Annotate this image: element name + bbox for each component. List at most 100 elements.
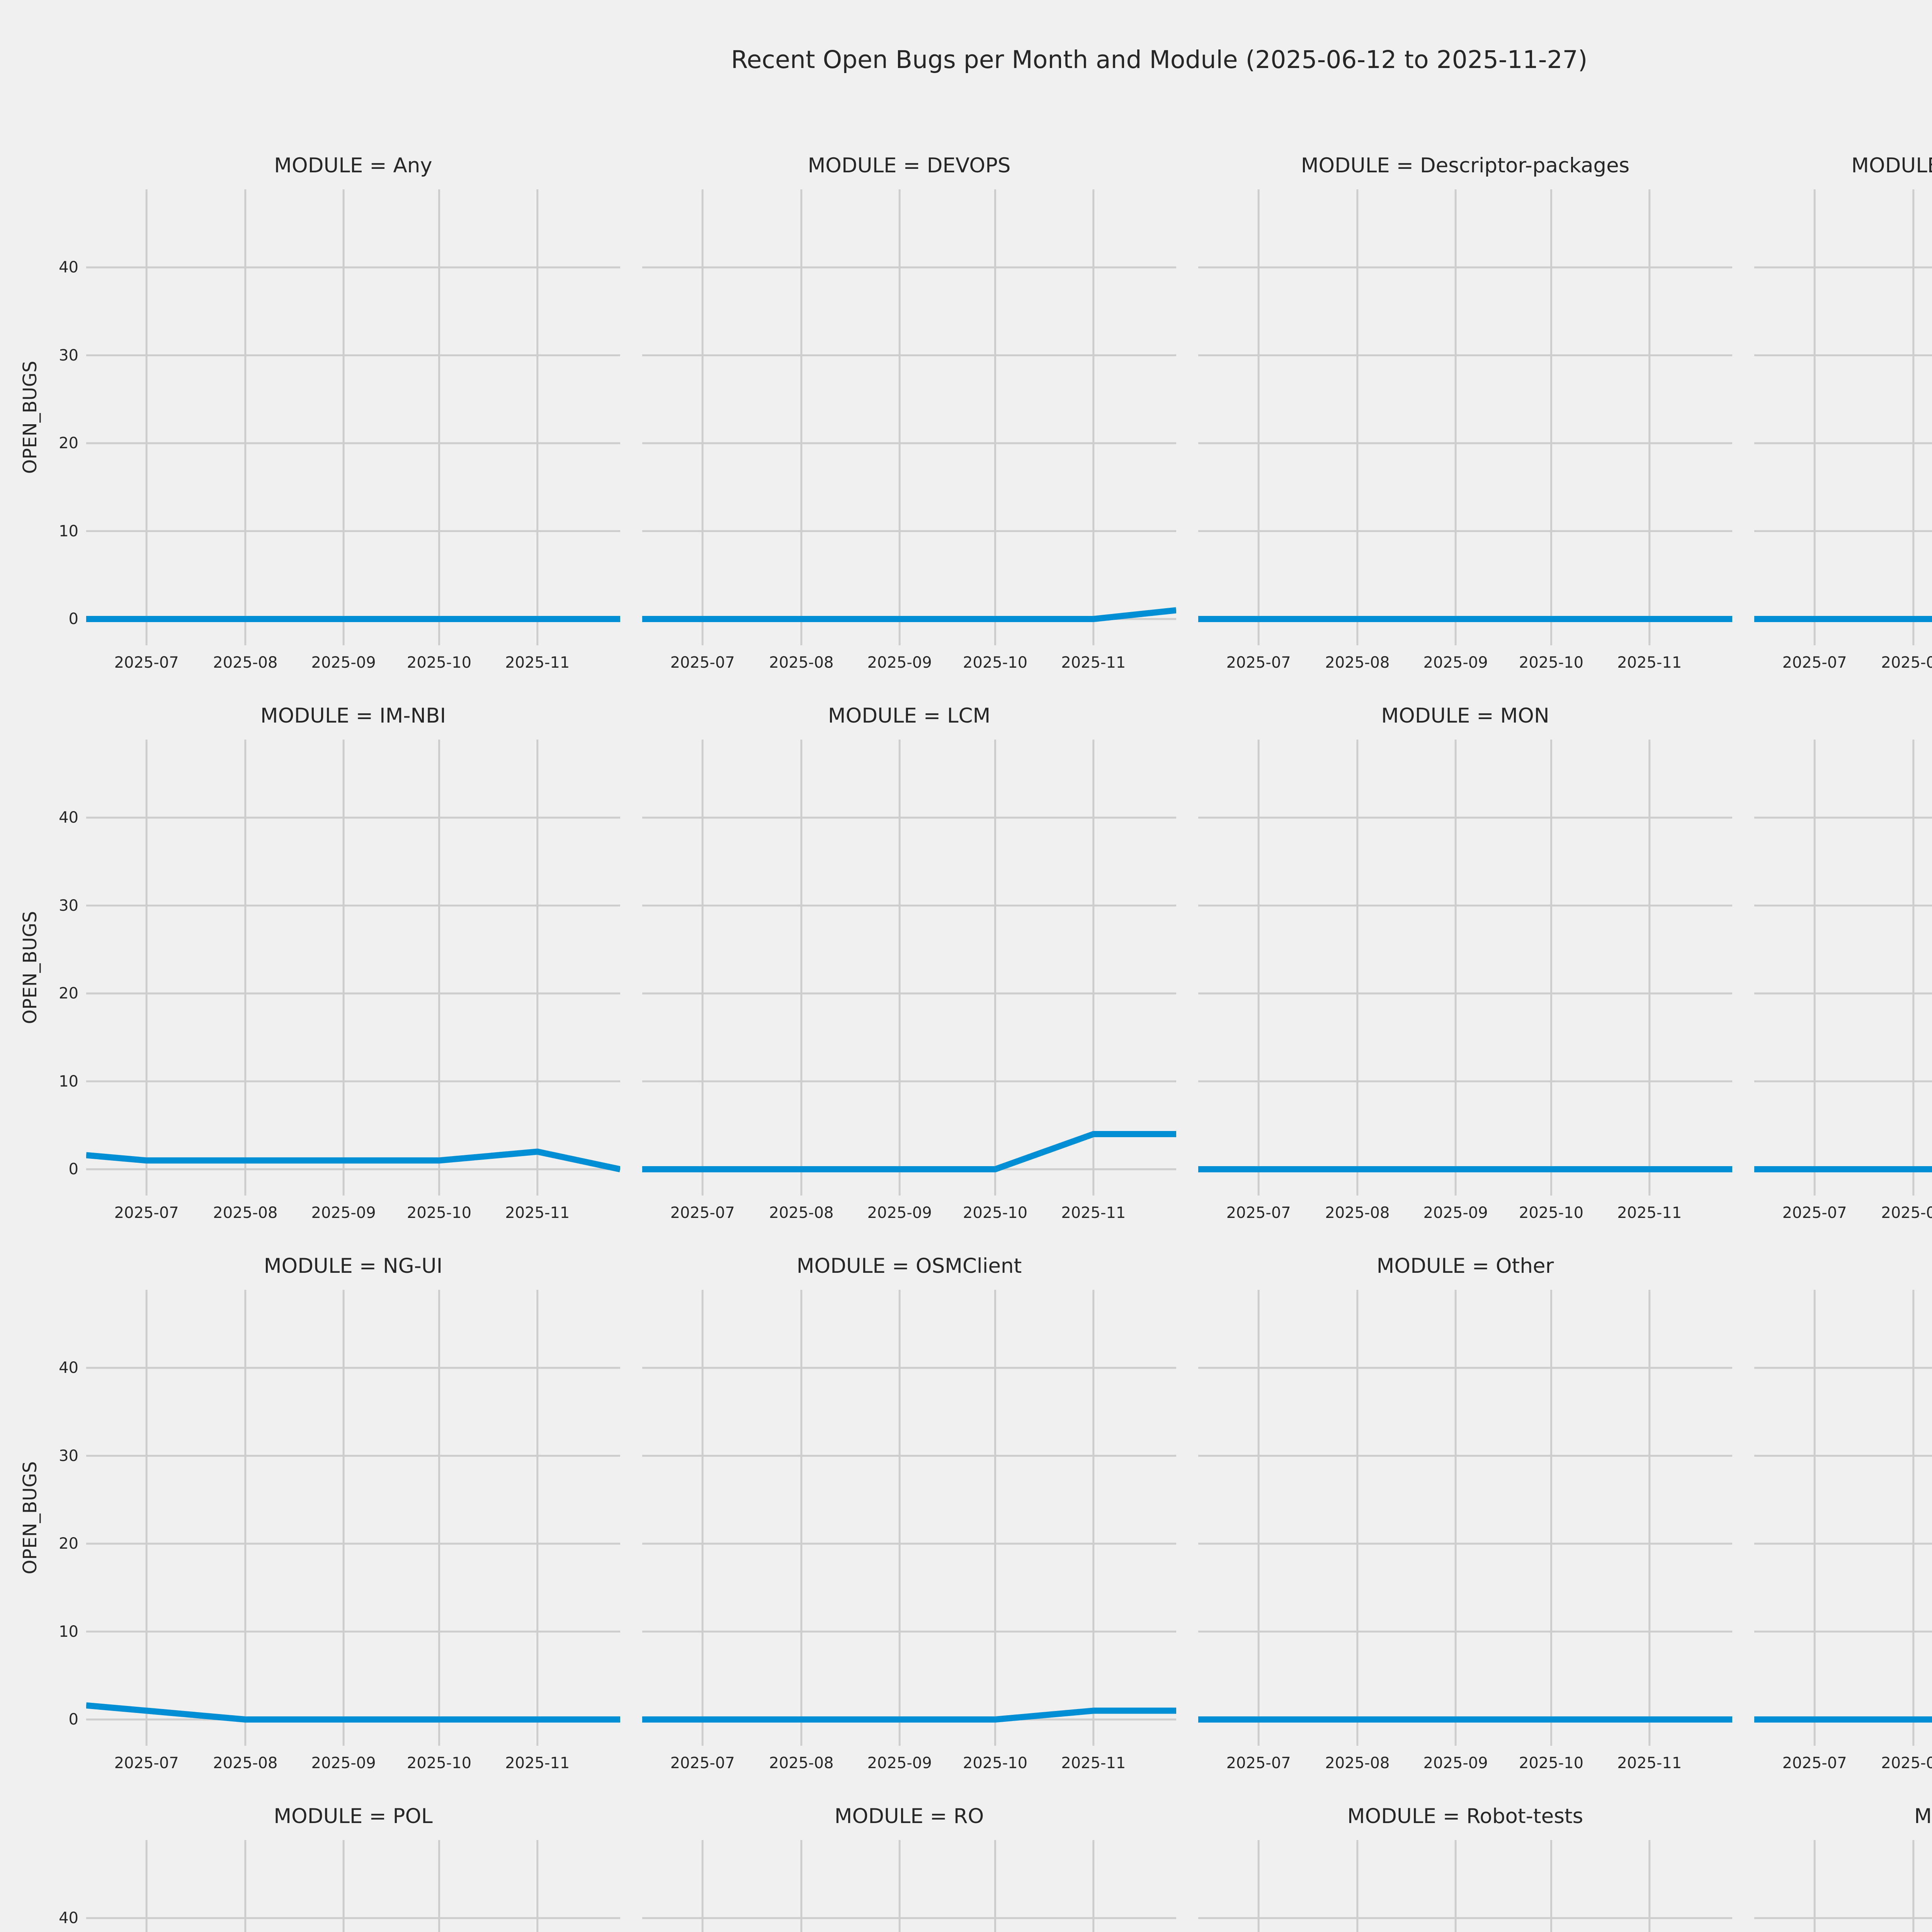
x-tick-label: 2025-09 bbox=[311, 654, 376, 672]
gridlines bbox=[1754, 189, 1932, 645]
x-tick-label: 2025-08 bbox=[213, 1754, 278, 1772]
y-tick-label: 10 bbox=[59, 522, 78, 540]
x-tick-label: 2025-08 bbox=[769, 654, 834, 672]
y-tick-label: 10 bbox=[59, 1622, 78, 1641]
facet-title-ro: MODULE = RO bbox=[834, 1804, 984, 1828]
facet-title-osmclient: MODULE = OSMClient bbox=[796, 1254, 1022, 1278]
data-line-lcm bbox=[642, 1131, 1176, 1172]
x-tick-label: 2025-11 bbox=[1061, 1754, 1126, 1772]
data-line-osmclient bbox=[642, 1708, 1176, 1723]
y-tick-label: 30 bbox=[59, 346, 78, 364]
facet-plot-documentation-wiki bbox=[1754, 189, 1932, 645]
x-tick-label: 2025-09 bbox=[1423, 1204, 1488, 1222]
facet-title-mon: MODULE = MON bbox=[1381, 704, 1549, 728]
y-tick-label: 40 bbox=[59, 1359, 78, 1377]
x-tick-label: 2025-08 bbox=[1325, 654, 1390, 672]
facet-plot-pol bbox=[86, 1840, 620, 1932]
x-tick-label: 2025-11 bbox=[505, 1204, 570, 1222]
x-tick-label: 2025-09 bbox=[867, 654, 932, 672]
y-tick-label: 40 bbox=[59, 259, 78, 276]
x-tick-label: 2025-08 bbox=[1881, 1754, 1932, 1772]
facet-plot-other bbox=[1198, 1290, 1732, 1746]
facet-plot-any bbox=[86, 189, 620, 645]
y-tick-label: 10 bbox=[59, 1072, 78, 1090]
x-tick-label: 2025-07 bbox=[1782, 1204, 1847, 1222]
data-line-devops bbox=[642, 607, 1176, 622]
facet-title-pol: MODULE = POL bbox=[274, 1804, 433, 1828]
x-tick-label: 2025-07 bbox=[670, 654, 735, 672]
y-tick-label: 40 bbox=[59, 1909, 78, 1927]
x-tick-label: 2025-11 bbox=[1617, 1204, 1682, 1222]
facet-plot-ng-ui bbox=[86, 1290, 620, 1746]
x-tick-label: 2025-09 bbox=[311, 1204, 376, 1222]
x-tick-label: 2025-10 bbox=[406, 654, 472, 672]
y-axis-label: OPEN_BUGS bbox=[19, 1461, 41, 1575]
x-tick-label: 2025-07 bbox=[1782, 1754, 1847, 1772]
x-tick-label: 2025-07 bbox=[1226, 1204, 1291, 1222]
facet-plot-devops bbox=[642, 189, 1176, 645]
y-tick-label: 30 bbox=[59, 1447, 78, 1465]
x-tick-label: 2025-09 bbox=[1423, 1754, 1488, 1772]
gridlines bbox=[1198, 740, 1732, 1196]
facet-plot-pla bbox=[1754, 1290, 1932, 1746]
facet-plot-robot-tests bbox=[1198, 1840, 1732, 1932]
x-tick-label: 2025-09 bbox=[867, 1754, 932, 1772]
x-tick-label: 2025-08 bbox=[769, 1754, 834, 1772]
gridlines bbox=[86, 1840, 620, 1932]
y-tick-label: 0 bbox=[68, 610, 78, 628]
facet-title-other: MODULE = Other bbox=[1376, 1254, 1554, 1278]
facet-title-any: MODULE = Any bbox=[274, 154, 432, 177]
x-tick-label: 2025-11 bbox=[505, 654, 570, 672]
gridlines bbox=[1754, 1840, 1932, 1932]
gridlines bbox=[86, 740, 620, 1196]
y-tick-label: 30 bbox=[59, 896, 78, 915]
facet-plot-im-nbi bbox=[86, 740, 620, 1196]
x-tick-label: 2025-09 bbox=[1423, 654, 1488, 672]
facet-title-documentation-wiki: MODULE = Documentation / Wiki bbox=[1851, 154, 1932, 177]
gridlines bbox=[86, 189, 620, 645]
x-tick-label: 2025-08 bbox=[1325, 1754, 1390, 1772]
data-line-ng-ui bbox=[86, 1702, 620, 1723]
x-tick-label: 2025-07 bbox=[114, 1754, 179, 1772]
y-axis-label: OPEN_BUGS bbox=[19, 911, 41, 1024]
x-tick-label: 2025-08 bbox=[1881, 654, 1932, 672]
gridlines bbox=[642, 189, 1176, 645]
x-tick-label: 2025-10 bbox=[963, 1204, 1028, 1222]
x-tick-label: 2025-08 bbox=[213, 1204, 278, 1222]
x-tick-label: 2025-10 bbox=[1519, 654, 1584, 672]
y-tick-label: 20 bbox=[59, 985, 78, 1002]
gridlines bbox=[1754, 740, 1932, 1196]
facet-plot-lcm bbox=[642, 740, 1176, 1196]
x-tick-label: 2025-11 bbox=[1061, 1204, 1126, 1222]
facet-plot-n2vc bbox=[1754, 740, 1932, 1196]
facet-title-devops: MODULE = DEVOPS bbox=[808, 154, 1011, 177]
x-tick-label: 2025-10 bbox=[1519, 1204, 1584, 1222]
facet-title-n2vc: MODULE = N2VC bbox=[1754, 704, 1932, 728]
x-tick-label: 2025-08 bbox=[769, 1204, 834, 1222]
x-tick-label: 2025-09 bbox=[867, 1204, 932, 1222]
x-tick-label: 2025-07 bbox=[114, 1204, 179, 1222]
x-tick-label: 2025-07 bbox=[114, 654, 179, 672]
y-tick-label: 20 bbox=[59, 434, 78, 452]
x-tick-label: 2025-10 bbox=[963, 654, 1028, 672]
x-tick-label: 2025-10 bbox=[1519, 1754, 1584, 1772]
x-tick-label: 2025-11 bbox=[505, 1754, 570, 1772]
facet-plot-osmclient bbox=[642, 1290, 1176, 1746]
x-tick-label: 2025-11 bbox=[1617, 654, 1682, 672]
x-tick-label: 2025-07 bbox=[670, 1754, 735, 1772]
figure-title: Recent Open Bugs per Month and Module (2… bbox=[731, 46, 1588, 74]
x-tick-label: 2025-10 bbox=[406, 1754, 472, 1772]
x-tick-label: 2025-10 bbox=[406, 1204, 472, 1222]
x-tick-label: 2025-08 bbox=[1325, 1204, 1390, 1222]
facet-title-descriptor-packages: MODULE = Descriptor-packages bbox=[1301, 154, 1630, 177]
x-tick-label: 2025-07 bbox=[670, 1204, 735, 1222]
gridlines bbox=[642, 1840, 1176, 1932]
x-tick-label: 2025-10 bbox=[963, 1754, 1028, 1772]
facet-plot-descriptor-packages bbox=[1198, 189, 1732, 645]
facet-title-lcm: MODULE = LCM bbox=[828, 704, 991, 728]
x-tick-label: 2025-07 bbox=[1782, 654, 1847, 672]
facet-title-pla: MODULE = PLA bbox=[1754, 1254, 1932, 1278]
x-tick-label: 2025-07 bbox=[1226, 1754, 1291, 1772]
y-tick-label: 0 bbox=[68, 1711, 78, 1728]
